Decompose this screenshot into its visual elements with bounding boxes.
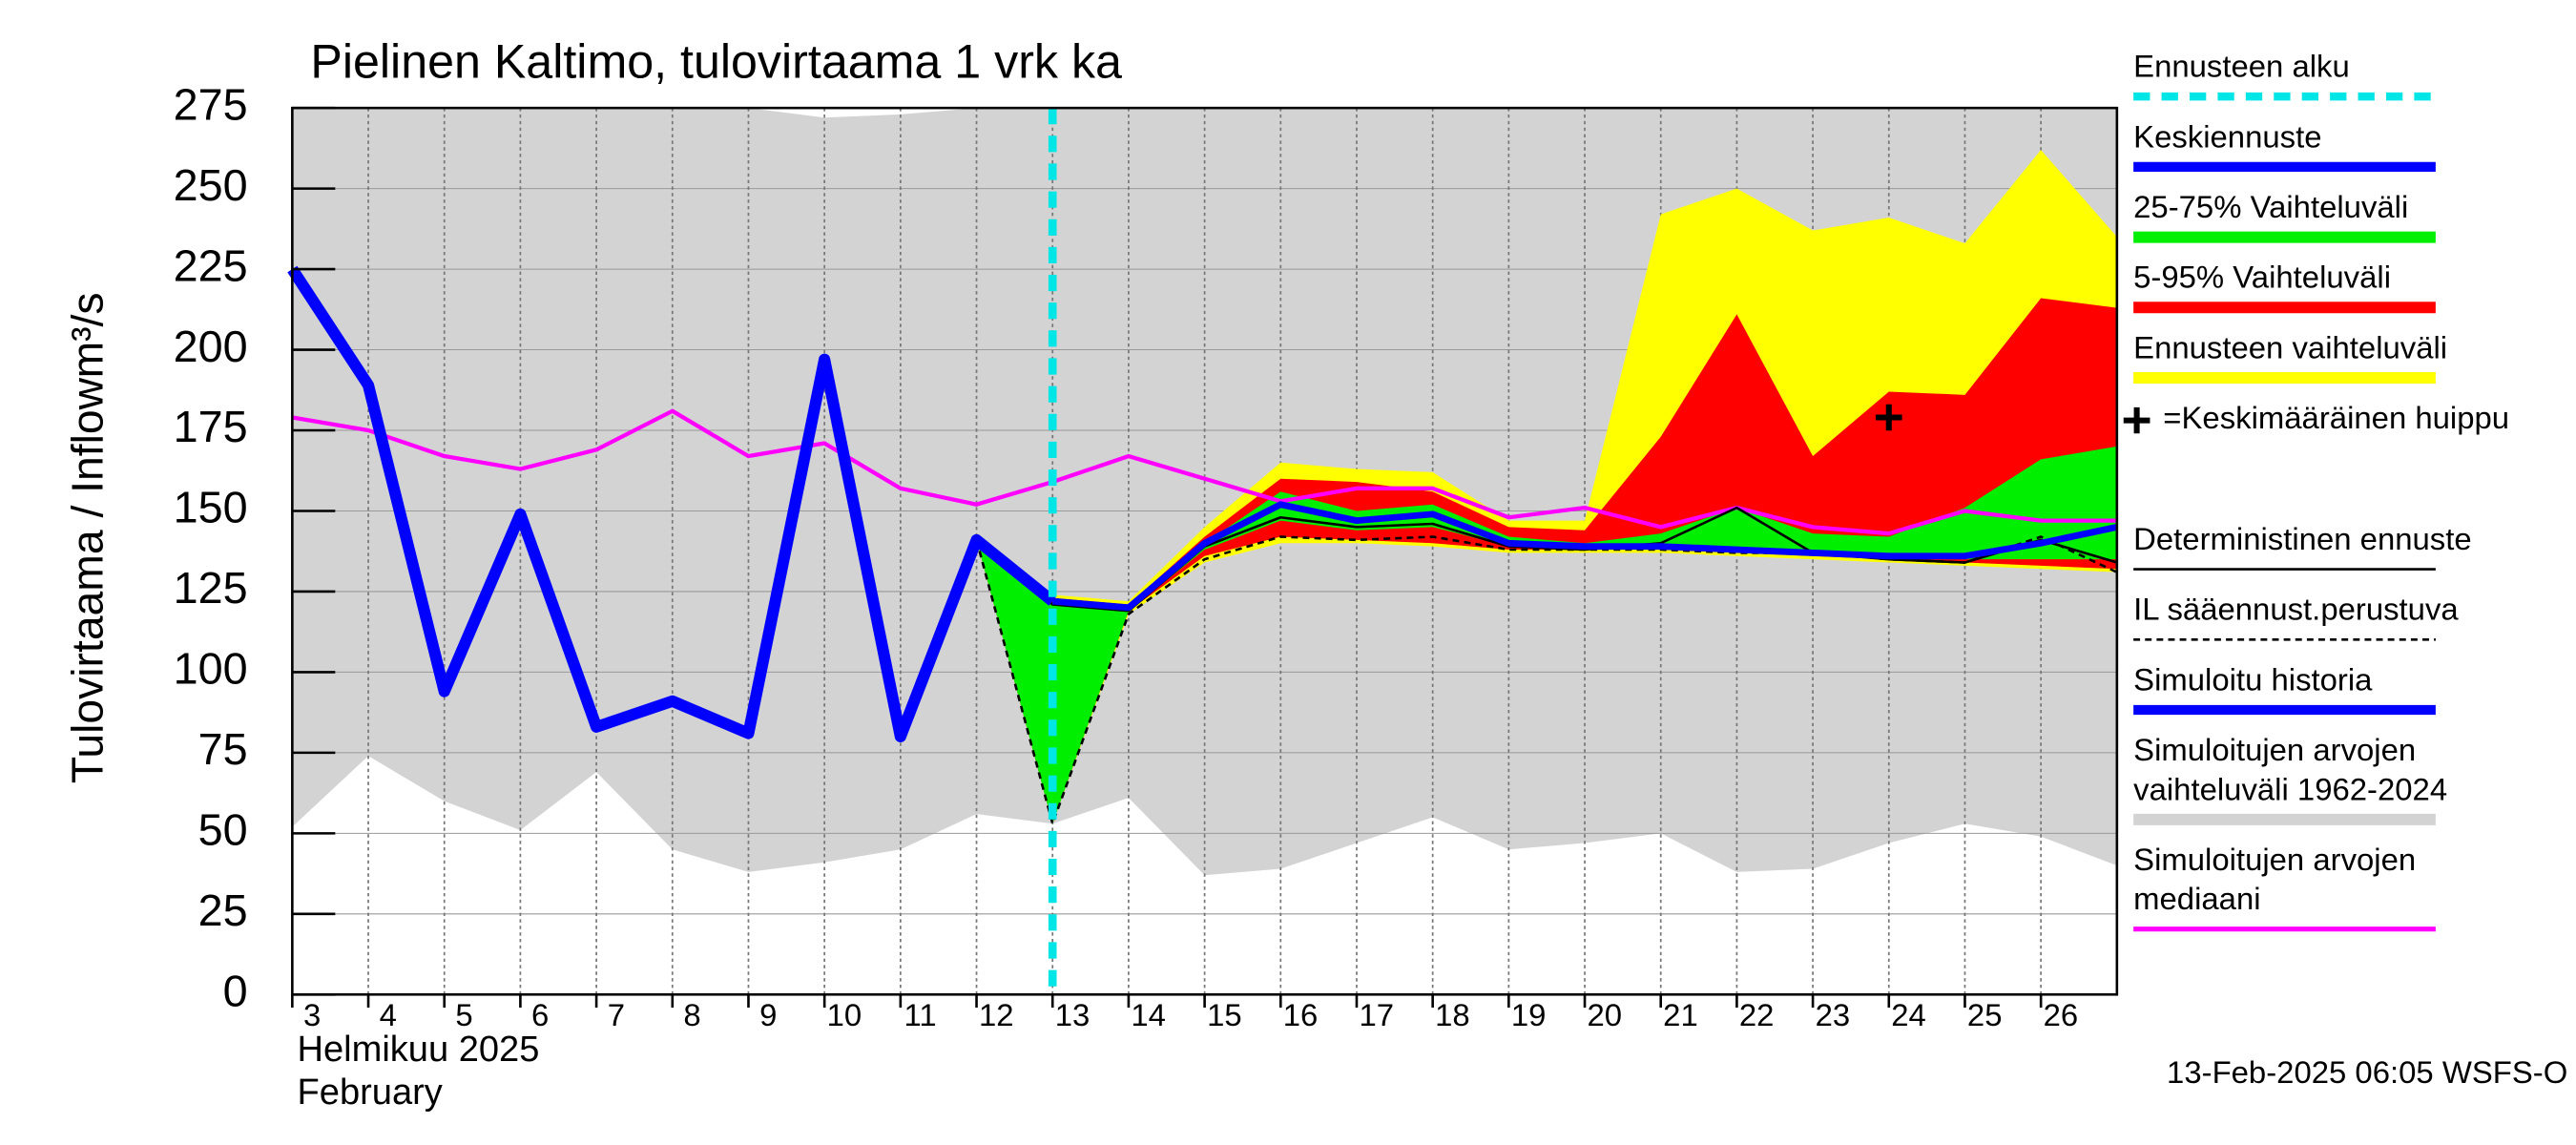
x-tick-label: 18 [1435, 997, 1470, 1032]
y-tick-label: 0 [223, 967, 248, 1016]
x-tick-label: 3 [303, 997, 321, 1032]
x-tick-label: 26 [2044, 997, 2079, 1032]
y-tick-label: 25 [198, 885, 248, 935]
legend-label: Simuloitu historia [2133, 662, 2373, 697]
legend-label: Simuloitujen arvojen [2133, 842, 2416, 877]
legend-label: 5-95% Vaihteluväli [2133, 260, 2391, 295]
legend-label: Ennusteen alku [2133, 49, 2350, 84]
footer: 13-Feb-2025 06:05 WSFS-O [2167, 1054, 2567, 1090]
legend-label: Deterministinen ennuste [2133, 521, 2472, 556]
legend-label: Keskiennuste [2133, 118, 2321, 154]
series-line [291, 408, 2117, 536]
x-tick-label: 12 [979, 997, 1014, 1032]
x-tick-label: 10 [827, 997, 862, 1032]
y-tick-label: 225 [174, 241, 248, 291]
y-tick-label: 125 [174, 563, 248, 613]
x-tick-label: 16 [1283, 997, 1319, 1032]
chart-title: Pielinen Kaltimo, tulovirtaama 1 vrk ka [310, 35, 1122, 89]
range-band [976, 298, 2117, 824]
x-tick-label: 15 [1207, 997, 1242, 1032]
y-axis-unit: m³/s [62, 292, 112, 378]
x-tick-label: 19 [1511, 997, 1547, 1032]
x-tick-label: 7 [608, 997, 625, 1032]
peak-marker [1875, 404, 1902, 431]
x-tick-label: 20 [1588, 997, 1623, 1032]
range-band [976, 150, 2117, 824]
range-band [976, 446, 2117, 824]
series-line [287, 265, 1057, 742]
legend-label: vaihteluväli 1962-2024 [2133, 771, 2447, 806]
y-tick-label: 75 [198, 724, 248, 774]
legend-label: mediaani [2133, 881, 2260, 916]
x-tick-label: 9 [759, 997, 777, 1032]
x-tick-label: 22 [1739, 997, 1775, 1032]
x-tick-label: 17 [1359, 997, 1394, 1032]
x-tick-label: 25 [1967, 997, 2003, 1032]
x-tick-label: 6 [531, 997, 549, 1032]
x-tick-label: 24 [1891, 997, 1926, 1032]
x-tick-label: 21 [1663, 997, 1698, 1032]
y-tick-label: 50 [198, 805, 248, 855]
x-axis-label: February [298, 1072, 443, 1113]
y-tick-label: 175 [174, 402, 248, 451]
y-tick-label: 200 [174, 322, 248, 371]
x-tick-label: 11 [904, 997, 937, 1032]
x-tick-label: 8 [683, 997, 700, 1032]
y-tick-label: 250 [174, 160, 248, 210]
x-tick-label: 23 [1816, 997, 1851, 1032]
x-axis-label: Helmikuu 2025 [298, 1030, 540, 1070]
x-tick-label: 14 [1131, 997, 1166, 1032]
legend-label: Simuloitujen arvojen [2133, 732, 2416, 767]
y-tick-label: 100 [174, 644, 248, 694]
y-tick-label: 150 [174, 483, 248, 532]
y-axis-label: Tulovirtaama / Inflow [62, 378, 112, 784]
series-line [1051, 501, 2118, 612]
legend-label: =Keskimääräinen huippu [2163, 400, 2509, 435]
y-tick-label: 275 [174, 80, 248, 130]
legend-label: 25-75% Vaihteluväli [2133, 189, 2408, 224]
x-tick-label: 4 [380, 997, 397, 1032]
legend-label: Ennusteen vaihteluväli [2133, 330, 2447, 365]
legend-marker [2123, 406, 2150, 434]
legend-label: IL sääennust.perustuva [2133, 592, 2459, 627]
x-tick-label: 5 [455, 997, 472, 1032]
x-tick-label: 13 [1055, 997, 1091, 1032]
